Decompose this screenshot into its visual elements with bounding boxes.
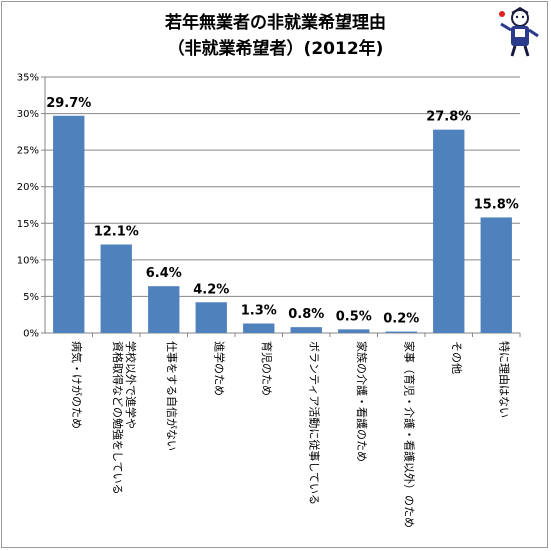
category-label: 進学のため [212, 341, 226, 396]
category-label: 仕事をする自信がない [165, 341, 179, 451]
y-tick-label: 10% [17, 255, 39, 266]
y-tick-label: 15% [17, 219, 39, 230]
data-label: 0.5% [336, 309, 372, 324]
category-label: ボランティア活動に従事している [307, 341, 321, 505]
category-label: 家事（育児・介護・看護以外）のため [402, 341, 416, 528]
data-label: 15.8% [474, 197, 519, 212]
bar [100, 244, 132, 333]
y-tick-label: 30% [17, 109, 39, 120]
bar [148, 286, 180, 333]
bar [385, 331, 417, 333]
bar [338, 329, 370, 333]
y-tick-label: 25% [17, 146, 39, 157]
category-label: 育児のため [260, 341, 274, 396]
bar [243, 323, 275, 333]
chart-subtitle: （非就業希望者）(2012年) [167, 39, 384, 59]
bar [433, 129, 465, 333]
bar [480, 217, 512, 333]
data-label: 0.2% [383, 312, 419, 327]
y-tick-label: 35% [17, 73, 39, 84]
data-label: 29.7% [46, 96, 91, 111]
mascot-figure-icon [499, 6, 539, 57]
category-label: 学校以外で進学や [124, 341, 138, 429]
y-tick-label: 0% [23, 329, 39, 340]
category-label: 資格取得などの勉強をしている [111, 341, 125, 495]
category-label: その他 [450, 341, 463, 374]
data-label: 0.8% [288, 307, 324, 322]
data-label: 6.4% [146, 266, 182, 281]
data-label: 27.8% [426, 110, 471, 125]
data-label: 4.2% [193, 282, 229, 297]
category-label: 病気・けがのため [70, 341, 84, 429]
data-label: 12.1% [94, 224, 139, 239]
y-tick-label: 5% [23, 292, 39, 303]
category-label: 家族の介護・看護のため [355, 341, 369, 462]
data-label: 1.3% [241, 303, 277, 318]
bar [53, 115, 85, 333]
bar [195, 302, 227, 333]
y-tick-label: 20% [17, 182, 39, 193]
category-label: 特に理由はない [497, 341, 511, 418]
bar [290, 327, 322, 333]
chart-title: 若年無業者の非就業希望理由 [165, 13, 386, 33]
